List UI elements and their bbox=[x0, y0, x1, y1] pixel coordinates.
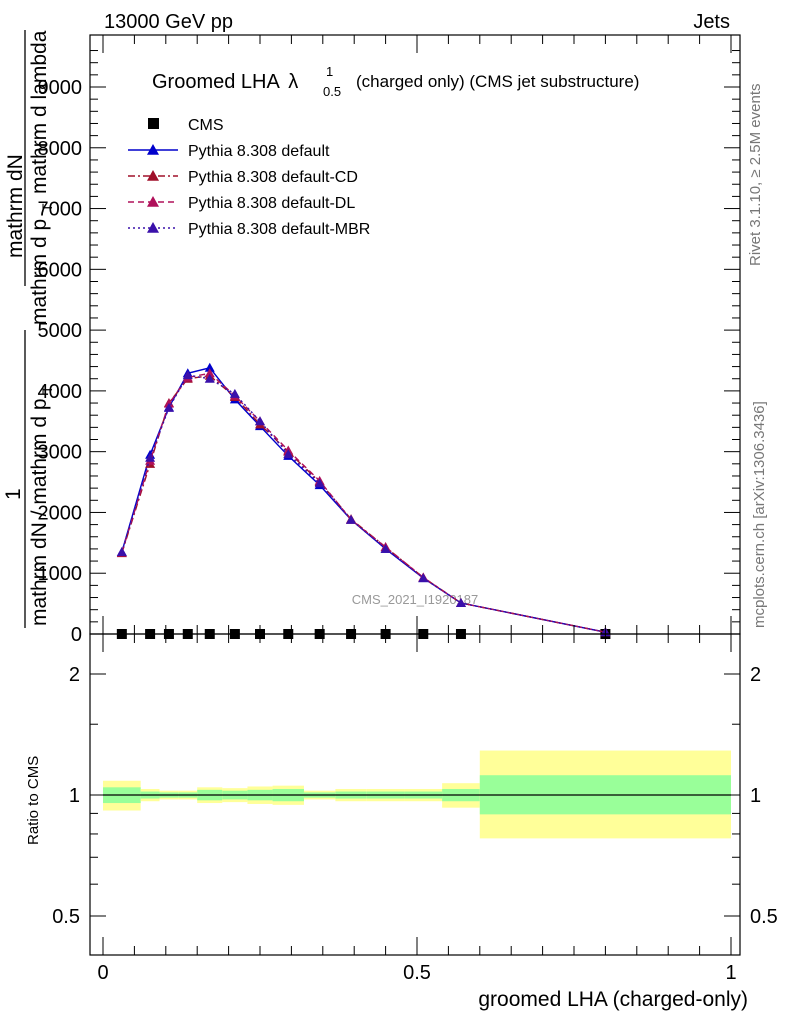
ratio-panel: 0.5 0.51 12 2 0 0.5 1 Ratio to CMS groomed LH… bbox=[25, 633, 778, 1011]
main-ytick-label: 4000 bbox=[38, 381, 83, 403]
title-rest: (charged only) (CMS jet substructure) bbox=[356, 72, 639, 91]
watermark: CMS_2021_I1920187 bbox=[352, 592, 479, 607]
ratio-x-axis: 0 0.5 1 bbox=[97, 634, 737, 984]
svg-text:Groomed LHA λ: Groomed LHA λ bbox=[152, 71, 298, 93]
ylabel-denominator: mathrm dN / mathrm d p bbox=[28, 398, 51, 626]
main-ytick-label: 9000 bbox=[38, 77, 83, 99]
svg-text:mathrm dN / mathrm d p: mathrm dN / mathrm d p bbox=[28, 398, 51, 626]
legend-marker bbox=[147, 222, 159, 233]
chart-title: Groomed LHA λ 1 0.5 (charged only) (CMS … bbox=[152, 64, 639, 99]
ylabel-fraction-dp: mathrm d p bbox=[28, 219, 51, 325]
svg-text:mathrm d p: mathrm d p bbox=[28, 219, 51, 325]
legend-entry: Pythia 8.308 default-CD bbox=[128, 169, 358, 186]
series-point bbox=[116, 546, 127, 556]
series-point bbox=[314, 478, 325, 488]
legend-marker bbox=[148, 118, 159, 129]
series-point bbox=[204, 373, 215, 383]
series-point bbox=[380, 543, 391, 553]
legend-marker bbox=[147, 144, 159, 155]
source-label: mcplots.cern.ch [arXiv:1306.3436] bbox=[751, 401, 768, 628]
ratio-ytick-label-right: 0.5 bbox=[750, 906, 778, 928]
ratio-xtick-label: 0 bbox=[97, 962, 108, 984]
main-ytick-label: 5000 bbox=[38, 320, 83, 342]
legend-label: Pythia 8.308 default-MBR bbox=[188, 221, 370, 238]
ratio-ytick-label: 1 bbox=[69, 785, 80, 807]
series-point bbox=[204, 368, 215, 378]
ratio-y-axis: 0.5 0.5 1 1 2 2 bbox=[52, 664, 778, 928]
title-sup: 1 bbox=[326, 64, 333, 79]
legend-entry: CMS bbox=[148, 117, 224, 134]
main-x-ticks bbox=[102, 35, 732, 634]
main-ytick-label: 6000 bbox=[38, 259, 83, 281]
legend: CMS Pythia 8.308 default Pythia 8.308 defa… bbox=[128, 117, 370, 238]
series-point bbox=[255, 416, 265, 426]
ratio-xtick-label: 1 bbox=[725, 962, 736, 984]
legend-entry: Pythia 8.308 default bbox=[128, 143, 330, 160]
title-symbol: λ bbox=[288, 71, 298, 93]
ratio-ytick-label: 0.5 bbox=[52, 906, 80, 928]
main-ytick-label: 8000 bbox=[38, 138, 83, 160]
ratio-ytick-label: 2 bbox=[69, 664, 80, 686]
ratio-ytick-label-right: 2 bbox=[750, 664, 761, 686]
main-ytick-label: 2000 bbox=[38, 502, 83, 524]
x-axis-label: groomed LHA (charged-only) bbox=[478, 988, 748, 1011]
legend-marker bbox=[147, 170, 159, 181]
rivet-label: Rivet 3.1.10, ≥ 2.5M events bbox=[747, 84, 764, 267]
main-ytick-label: 1000 bbox=[38, 563, 83, 585]
main-y-label: mathrm dN mathrm d p T mathrm d lambda 1… bbox=[2, 30, 55, 628]
series-point bbox=[418, 573, 429, 583]
ylabel-one: 1 bbox=[2, 488, 25, 500]
legend-label: CMS bbox=[188, 117, 224, 134]
main-y-axis: 0 1000 2000 3000 4000 5000 6000 7000 8000 9000 bbox=[38, 50, 740, 646]
main-ytick-label: 3000 bbox=[38, 442, 83, 464]
main-ytick-label: 7000 bbox=[38, 199, 83, 221]
legend-marker bbox=[147, 196, 159, 207]
legend-label: Pythia 8.308 default-DL bbox=[188, 195, 355, 212]
legend-label: Pythia 8.308 default bbox=[188, 143, 330, 160]
ylabel-denominator-sub: T bbox=[39, 385, 55, 394]
series-point bbox=[283, 449, 294, 459]
series-point bbox=[182, 370, 193, 380]
main-panel: CMS_2021_I1920187 0 1000 2000 3000 4000 5000 6… bbox=[2, 30, 741, 646]
energy-label: 13000 GeV pp bbox=[104, 11, 233, 33]
legend-entry: Pythia 8.308 default-DL bbox=[128, 195, 355, 212]
series-point bbox=[163, 402, 174, 412]
title-main: Groomed LHA bbox=[152, 71, 280, 93]
ylabel-fraction-sub: T bbox=[39, 203, 55, 212]
series-point bbox=[229, 388, 240, 398]
legend-label: Pythia 8.308 default-CD bbox=[188, 169, 358, 186]
ratio-xtick-label: 0.5 bbox=[403, 962, 431, 984]
ratio-y-label: Ratio to CMS bbox=[25, 756, 42, 845]
series-point bbox=[204, 362, 215, 372]
title-sub: 0.5 bbox=[323, 84, 341, 99]
legend-entry: Pythia 8.308 default-MBR bbox=[128, 221, 370, 238]
main-ytick-label: 0 bbox=[71, 624, 82, 646]
series-point bbox=[346, 514, 357, 524]
ylabel-numerator: mathrm dN bbox=[4, 154, 27, 258]
ylabel-fraction-rest: mathrm d lambda bbox=[28, 30, 51, 194]
category-label: Jets bbox=[693, 11, 730, 33]
series-point bbox=[145, 452, 156, 462]
ratio-ytick-label-right: 1 bbox=[750, 785, 761, 807]
series-line bbox=[121, 372, 606, 633]
series-point bbox=[455, 598, 466, 608]
